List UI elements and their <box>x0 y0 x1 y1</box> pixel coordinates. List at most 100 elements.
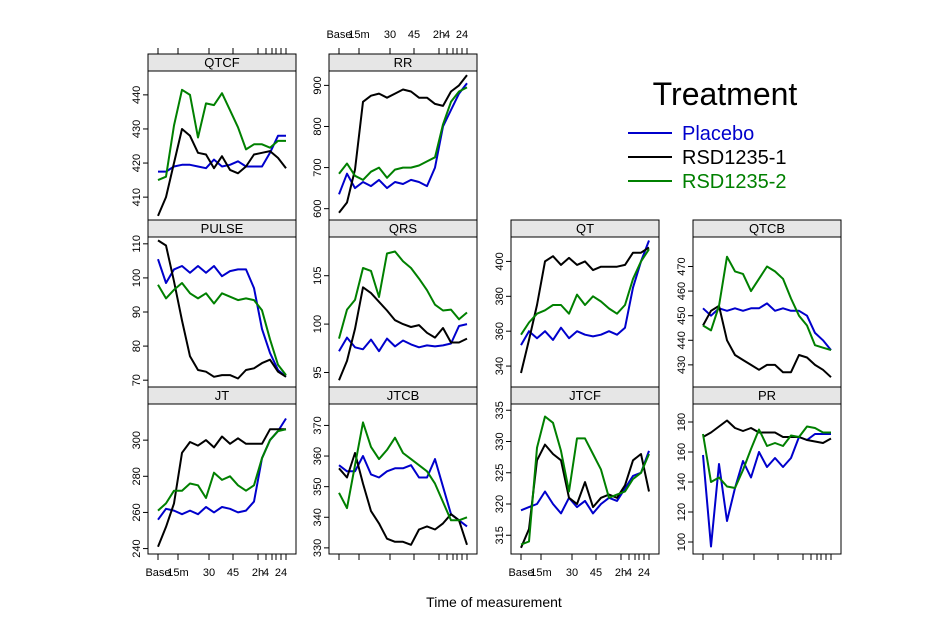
series-line-rsd1235-1 <box>338 452 468 546</box>
y-tick-label: 300 <box>131 431 143 449</box>
strip-label: JTCF <box>569 388 601 403</box>
x-tick-label: 30 <box>203 567 215 579</box>
x-tick-label: 45 <box>227 567 239 579</box>
panels-layer: QTCF 410 420 430 440 RR 600 700 800 900 PULSE 70 80 9… <box>131 53 842 558</box>
y-tick-label: 140 <box>676 473 688 491</box>
legend-entry-placebo: Placebo <box>628 123 754 145</box>
series-line-rsd1235-2 <box>520 248 650 336</box>
strip-label: QTCF <box>204 55 239 70</box>
strip-label: RR <box>394 55 413 70</box>
y-tick-label: 110 <box>131 235 143 253</box>
series-line-rsd1235-2 <box>702 255 832 352</box>
y-tick-label: 400 <box>494 252 506 270</box>
panel-qtcf: QTCF 410 420 430 440 <box>131 53 297 222</box>
panel-jtcf: JTCF 315 320 325 330 335 <box>494 386 660 555</box>
y-tick-label: 900 <box>312 76 324 94</box>
legend-entry-rsd1235-2: RSD1235-2 <box>628 171 787 193</box>
y-tick-label: 350 <box>312 477 324 495</box>
x-tick-label: 15m <box>348 29 369 41</box>
x-tick-label: 45 <box>590 567 602 579</box>
x-tick-label: 45 <box>408 29 420 41</box>
y-tick-label: 340 <box>494 357 506 375</box>
strip-label: QT <box>576 221 594 236</box>
y-tick-label: 600 <box>312 199 324 217</box>
y-tick-label: 320 <box>494 495 506 513</box>
x-tick-label: 30 <box>566 567 578 579</box>
y-tick-label: 380 <box>494 287 506 305</box>
series-line-rsd1235-1 <box>520 246 650 374</box>
x-tick-label: 2h <box>615 567 627 579</box>
x-axis-label: Time of measurement <box>426 594 562 610</box>
x-tick-label: Base <box>145 567 170 579</box>
y-tick-label: 315 <box>494 526 506 544</box>
strip-label: QTCB <box>749 221 785 236</box>
series-line-rsd1235-2 <box>338 421 468 522</box>
y-tick-label: 700 <box>312 158 324 176</box>
x-tick-label: 4 <box>444 29 450 41</box>
y-tick-label: 325 <box>494 464 506 482</box>
y-tick-label: 330 <box>312 539 324 557</box>
y-tick-label: 430 <box>131 120 143 138</box>
y-tick-label: 90 <box>131 306 143 318</box>
y-tick-label: 440 <box>131 86 143 104</box>
panel-qtcb: QTCB 430 440 450 460 470 <box>676 219 842 388</box>
legend-label: RSD1235-2 <box>682 171 787 193</box>
panel-qrs: QRS 95 100 105 <box>312 219 478 388</box>
x-tick-label: 15m <box>530 567 551 579</box>
x-tick-label: 30 <box>384 29 396 41</box>
panel-qt: QT 340 360 380 400 <box>494 219 660 388</box>
x-tick-label: 4 <box>626 567 632 579</box>
y-tick-label: 800 <box>312 117 324 135</box>
plot-frame <box>328 403 478 555</box>
y-tick-label: 240 <box>131 539 143 557</box>
series-line-placebo <box>702 302 832 351</box>
y-tick-label: 340 <box>312 508 324 526</box>
y-tick-label: 410 <box>131 188 143 206</box>
series-line-rsd1235-2 <box>520 415 650 546</box>
legend-entry-rsd1235-1: RSD1235-1 <box>628 147 787 169</box>
strip-label: PR <box>758 388 776 403</box>
series-line-placebo <box>702 433 831 548</box>
y-tick-label: 370 <box>312 416 324 434</box>
series-line-placebo <box>338 82 468 195</box>
series-line-rsd1235-2 <box>338 250 468 339</box>
x-tick-label: 4 <box>263 567 269 579</box>
series-line-rsd1235-1 <box>702 419 832 444</box>
plot-frame <box>510 236 660 388</box>
series-line-rsd1235-2 <box>338 86 468 181</box>
legend-title: Treatment <box>653 76 798 112</box>
y-tick-label: 440 <box>676 331 688 349</box>
y-tick-label: 360 <box>312 447 324 465</box>
series-line-rsd1235-2 <box>157 428 287 512</box>
y-tick-label: 80 <box>131 340 143 352</box>
panel-rr: RR 600 700 800 900 <box>312 53 478 222</box>
y-tick-label: 100 <box>312 315 324 333</box>
series-line-placebo <box>520 240 650 346</box>
panel-pr: PR 100 120 140 160 180 <box>676 386 842 555</box>
y-tick-label: 105 <box>312 267 324 285</box>
y-tick-label: 260 <box>131 503 143 521</box>
panel-jtcb: JTCB 330 340 350 360 370 <box>312 386 478 557</box>
y-tick-label: 470 <box>676 257 688 275</box>
series-line-rsd1235-1 <box>157 128 287 217</box>
y-tick-label: 280 <box>131 467 143 485</box>
series-line-rsd1235-1 <box>338 286 468 381</box>
x-tick-label: 24 <box>275 567 287 579</box>
strip-label: JT <box>215 388 230 403</box>
series-line-rsd1235-1 <box>338 74 468 214</box>
x-tick-label: Base <box>326 29 351 41</box>
series-line-placebo <box>157 258 287 378</box>
y-tick-label: 335 <box>494 401 506 419</box>
plot-frame <box>328 236 478 388</box>
y-tick-label: 330 <box>494 432 506 450</box>
x-tick-label: Base <box>508 567 533 579</box>
plot-frame <box>692 403 842 555</box>
strip-label: QRS <box>389 221 418 236</box>
legend-label: RSD1235-1 <box>682 147 787 169</box>
x-tick-label: 2h <box>433 29 445 41</box>
panel-jt: JT 240 260 280 300 <box>131 386 297 558</box>
x-tick-label: 24 <box>638 567 650 579</box>
y-tick-label: 120 <box>676 503 688 521</box>
